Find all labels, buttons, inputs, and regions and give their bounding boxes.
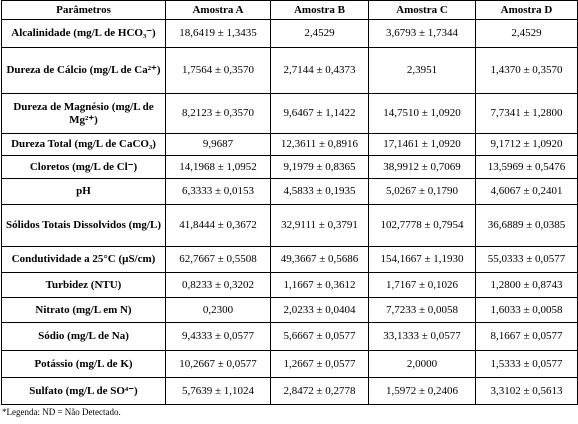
value-cell: 33,1333 ± 0,0577 <box>368 322 476 351</box>
value-cell: 5,6667 ± 0,0577 <box>270 322 369 351</box>
value-cell: 41,8444 ± 0,3672 <box>165 204 271 247</box>
parameter-cell: Nitrato (mg/L em N) <box>1 297 166 323</box>
parameter-cell: Potássio (mg/L de K) <box>1 350 166 378</box>
table-row: Potássio (mg/L de K) 10,2667 ± 0,0577 1,26… <box>1 350 578 378</box>
value-cell: 1,5972 ± 0,2406 <box>368 377 476 405</box>
value-cell: 12,3611 ± 0,8916 <box>270 133 369 156</box>
parameter-cell: Sódio (mg/L de Na) <box>1 322 166 351</box>
header-row: Parâmetros Amostra A Amostra B Amostra C Amo… <box>1 0 578 20</box>
value-cell: 7,7233 ± 0,0058 <box>368 297 476 323</box>
value-cell: 9,1712 ± 1,0920 <box>475 133 578 156</box>
footnote: *Legenda: ND = Não Detectado. <box>2 407 121 417</box>
header-cell: Amostra C <box>368 0 476 20</box>
value-cell: 9,6467 ± 1,1422 <box>270 93 369 134</box>
value-cell: 4,5833 ± 0,1935 <box>270 178 369 205</box>
table-row: Dureza de Cálcio (mg/L de Ca²⁺) 1,7564 ± … <box>1 47 578 94</box>
value-cell: 9,4333 ± 0,0577 <box>165 322 271 351</box>
value-cell: 62,7667 ± 0,5508 <box>165 246 271 273</box>
value-cell: 32,9111 ± 0,3791 <box>270 204 369 247</box>
value-cell: 1,5333 ± 0,0577 <box>475 350 578 378</box>
table-row: Condutividade a 25°C (µS/cm) 62,7667 ± 0,… <box>1 246 578 273</box>
value-cell: 10,2667 ± 0,0577 <box>165 350 271 378</box>
value-cell: 1,6033 ± 0,0058 <box>475 297 578 323</box>
value-cell: 0,8233 ± 0,3202 <box>165 272 271 298</box>
value-cell: 9,9687 <box>165 133 271 156</box>
value-cell: 0,2300 <box>165 297 271 323</box>
value-cell: 14,7510 ± 1,0920 <box>368 93 476 134</box>
value-cell: 8,1667 ± 0,0577 <box>475 322 578 351</box>
table-row: Dureza Total (mg/L de CaCO₃) 9,9687 12,361… <box>1 133 578 156</box>
value-cell: 38,9912 ± 0,7069 <box>368 155 476 179</box>
value-cell: 2,4529 <box>270 19 369 48</box>
parameter-cell: Sulfato (mg/L de SO⁴⁻) <box>1 377 166 405</box>
value-cell: 14,1968 ± 1,0952 <box>165 155 271 179</box>
parameter-cell: Turbidez (NTU) <box>1 272 166 298</box>
table-row: Cloretos (mg/L de Cl⁻) 14,1968 ± 1,0952 9,… <box>1 155 578 179</box>
parameter-cell: Dureza de Cálcio (mg/L de Ca²⁺) <box>1 47 166 94</box>
parameter-cell: pH <box>1 178 166 205</box>
value-cell: 1,7167 ± 0,1026 <box>368 272 476 298</box>
table-row: Turbidez (NTU) 0,8233 ± 0,3202 1,1667 ± 0,… <box>1 272 578 298</box>
value-cell: 49,3667 ± 0,5686 <box>270 246 369 273</box>
parameter-cell: Dureza Total (mg/L de CaCO₃) <box>1 133 166 156</box>
value-cell: 1,2667 ± 0,0577 <box>270 350 369 378</box>
table-row: Sólidos Totais Dissolvidos (mg/L) 41,8444… <box>1 204 578 247</box>
parameter-cell: Condutividade a 25°C (µS/cm) <box>1 246 166 273</box>
value-cell: 5,7639 ± 1,1024 <box>165 377 271 405</box>
value-cell: 8,2123 ± 0,3570 <box>165 93 271 134</box>
value-cell: 3,6793 ± 1,7344 <box>368 19 476 48</box>
value-cell: 2,4529 <box>475 19 578 48</box>
table-row: Sódio (mg/L de Na) 9,4333 ± 0,0577 5,6667 … <box>1 322 578 351</box>
parameter-cell: Alcalinidade (mg/L de HCO₃⁻) <box>1 19 166 48</box>
value-cell: 36,6889 ± 0,0385 <box>475 204 578 247</box>
value-cell: 5,0267 ± 0,1790 <box>368 178 476 205</box>
table-row: Sulfato (mg/L de SO⁴⁻) 5,7639 ± 1,1024 2,8… <box>1 377 578 405</box>
header-cell: Amostra D <box>475 0 578 20</box>
parameter-cell: Cloretos (mg/L de Cl⁻) <box>1 155 166 179</box>
value-cell: 2,0233 ± 0,0404 <box>270 297 369 323</box>
value-cell: 1,2800 ± 0,8743 <box>475 272 578 298</box>
value-cell: 17,1461 ± 1,0920 <box>368 133 476 156</box>
table-row: Dureza de Magnésio (mg/L de Mg²⁺) 8,2123 … <box>1 93 578 134</box>
parameter-cell: Sólidos Totais Dissolvidos (mg/L) <box>1 204 166 247</box>
value-cell: 2,3951 <box>368 47 476 94</box>
table-row: pH 6,3333 ± 0,0153 4,5833 ± 0,1935 5,0267 ±… <box>1 178 578 205</box>
value-cell: 2,0000 <box>368 350 476 378</box>
value-cell: 18,6419 ± 1,3435 <box>165 19 271 48</box>
header-cell: Parâmetros <box>1 0 166 20</box>
value-cell: 3,3102 ± 0,5613 <box>475 377 578 405</box>
parameter-cell: Dureza de Magnésio (mg/L de Mg²⁺) <box>1 93 166 134</box>
value-cell: 1,7564 ± 0,3570 <box>165 47 271 94</box>
data-table: Parâmetros Amostra A Amostra B Amostra C Amo… <box>1 0 578 405</box>
value-cell: 55,0333 ± 0,0577 <box>475 246 578 273</box>
value-cell: 102,7778 ± 0,7954 <box>368 204 476 247</box>
value-cell: 4,6067 ± 0,2401 <box>475 178 578 205</box>
value-cell: 7,7341 ± 1,2800 <box>475 93 578 134</box>
table-row: Alcalinidade (mg/L de HCO₃⁻) 18,6419 ± 1,… <box>1 19 578 48</box>
value-cell: 6,3333 ± 0,0153 <box>165 178 271 205</box>
header-cell: Amostra A <box>165 0 271 20</box>
table-row: Nitrato (mg/L em N) 0,2300 2,0233 ± 0,0404… <box>1 297 578 323</box>
value-cell: 154,1667 ± 1,1930 <box>368 246 476 273</box>
value-cell: 13,5969 ± 0,5476 <box>475 155 578 179</box>
value-cell: 2,8472 ± 0,2778 <box>270 377 369 405</box>
value-cell: 2,7144 ± 0,4373 <box>270 47 369 94</box>
value-cell: 1,4370 ± 0,3570 <box>475 47 578 94</box>
header-cell: Amostra B <box>270 0 369 20</box>
value-cell: 1,1667 ± 0,3612 <box>270 272 369 298</box>
value-cell: 9,1979 ± 0,8365 <box>270 155 369 179</box>
